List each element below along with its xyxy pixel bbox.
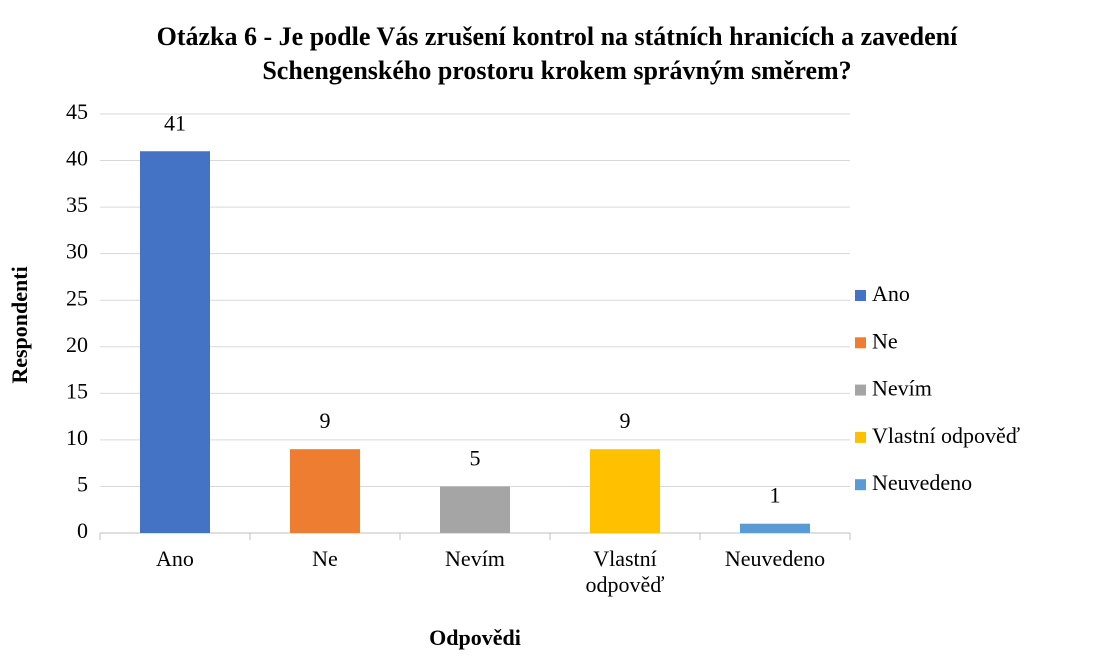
legend-swatch [855,384,866,396]
legend-label: Ano [872,281,910,306]
y-tick-label: 30 [66,239,88,264]
y-tick-label: 10 [66,425,88,450]
y-tick-label: 35 [66,192,88,217]
legend-label: Ne [872,328,898,353]
x-tick-label: Neuvedeno [724,546,826,571]
bar [440,486,510,533]
legend-swatch [855,431,866,443]
x-tick-label: Nevím [445,546,505,571]
y-axis-label: Respondenti [7,266,32,383]
bar [290,449,360,533]
x-tick-label: Ano [156,546,194,571]
chart-title: Otázka 6 - Je podle Vás zrušení kontrol … [156,22,958,85]
x-tick-label: Ne [312,546,338,571]
y-tick-label: 5 [77,471,88,496]
legend-label: Nevím [872,376,932,401]
y-tick-label: 0 [77,518,88,543]
data-label: 41 [164,110,186,135]
y-tick-label: 25 [66,285,88,310]
legend-label: Vlastní odpověď [872,423,1020,448]
data-label: 9 [320,408,331,433]
legend-swatch [855,290,866,301]
y-tick-label: 40 [66,146,88,171]
legend-swatch [855,479,866,491]
y-tick-label: 15 [66,378,88,403]
x-tick-label: Vlastní odpověď [585,546,665,597]
y-tick-label: 20 [66,332,88,357]
legend-swatch [855,337,866,349]
data-label: 9 [620,408,631,433]
x-axis-label: Odpovědi [429,625,521,650]
bar [590,449,660,533]
bar [740,523,810,533]
data-label: 1 [770,483,781,508]
data-label: 5 [470,445,481,470]
bar [140,151,210,533]
legend-label: Neuvedeno [872,470,972,495]
y-tick-label: 45 [66,99,88,124]
